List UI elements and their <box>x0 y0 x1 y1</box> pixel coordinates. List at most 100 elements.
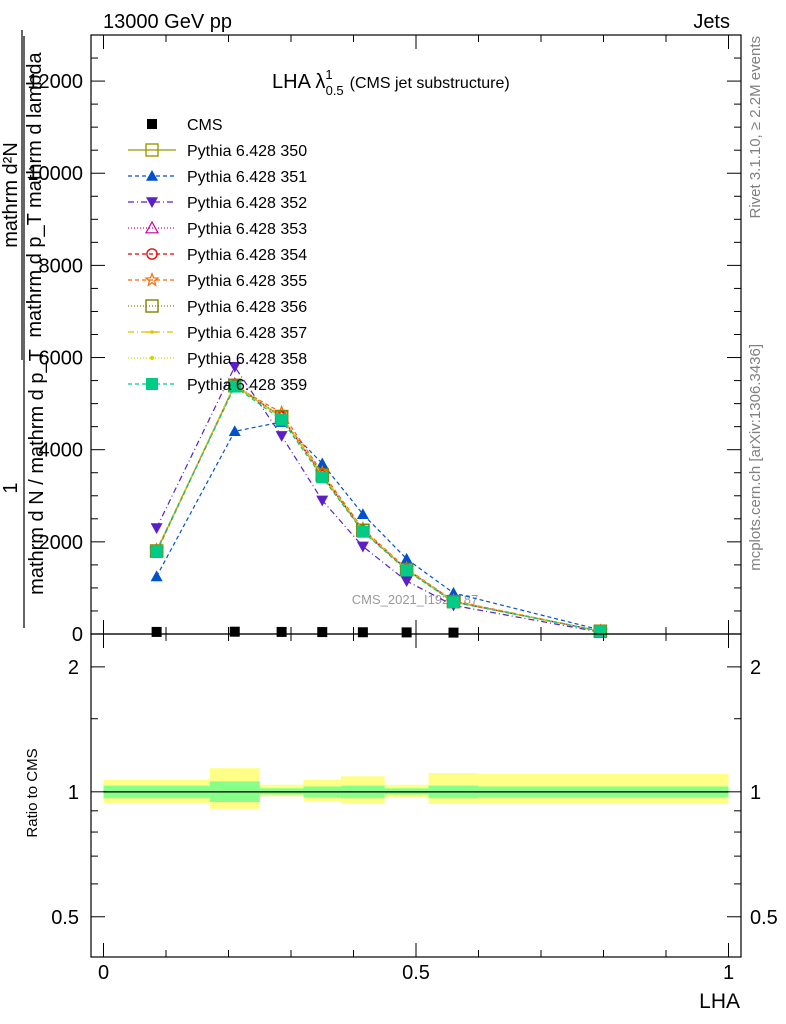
main-panel: 0 2000 4000 6000 8000 10000 12000 <box>27 34 741 646</box>
series-pythia-6-428-359 <box>150 380 607 638</box>
legend-entry: Pythia 6.428 351 <box>128 169 307 186</box>
main-ylabel: 1 mathrm d N / mathrm d p_T mathrm d²N m… <box>0 30 48 628</box>
legend: CMS Pythia 6.428 350 Pythia 6.428 351 Pythi… <box>128 117 307 394</box>
x-tick-label: 0 <box>98 962 109 984</box>
legend-label: Pythia 6.428 350 <box>187 143 307 160</box>
legend-entry: Pythia 6.428 356 <box>128 299 307 316</box>
y-tick-label: 0 <box>72 624 83 646</box>
legend-entry: Pythia 6.428 354 <box>128 247 307 264</box>
rivet-label: Rivet 3.1.10, ≥ 2.2M events <box>747 36 764 219</box>
ratio-ylabel: Ratio to CMS <box>24 748 41 837</box>
plot-title-superscript: 1 <box>325 67 332 82</box>
ratio-y-tick-label: 2 <box>68 657 79 679</box>
ratio-y-tick-label-right: 2 <box>750 657 761 679</box>
marker-triangle-down <box>316 495 329 507</box>
marker-triangle-down <box>400 576 413 588</box>
legend-entry: Pythia 6.428 355 <box>128 272 307 290</box>
marker-circle-open <box>146 248 158 260</box>
marker-square-open <box>145 143 159 157</box>
ylabel-denominator: mathrm d p_T mathrm d lambda <box>24 51 46 337</box>
marker-square <box>275 413 288 426</box>
legend-label: Pythia 6.428 351 <box>187 169 307 186</box>
marker-star-open <box>144 272 160 287</box>
legend-label: CMS <box>187 117 223 134</box>
marker-square <box>147 119 157 129</box>
header-left: 13000 GeV pp <box>103 11 232 33</box>
marker-dot <box>150 330 154 334</box>
series-line <box>156 384 601 632</box>
plot-title-note: (CMS jet substructure) <box>350 75 510 92</box>
legend-entry: Pythia 6.428 352 <box>128 195 307 212</box>
marker-triangle-up <box>228 425 241 437</box>
marker-triangle-up <box>356 508 369 519</box>
y-tick-label: 6000 <box>39 348 84 370</box>
marker-square <box>316 471 329 484</box>
series-layer <box>148 361 609 639</box>
ratio-y-tick-label: 0.5 <box>51 907 79 929</box>
header-right: Jets <box>693 11 730 33</box>
legend-entry: CMS <box>147 117 223 134</box>
mcplots-label: mcplots.cern.ch [arXiv:1306.3436] <box>747 344 764 571</box>
marker-square <box>400 564 413 577</box>
marker-square <box>448 627 459 638</box>
marker-triangle-down <box>356 541 369 553</box>
x-tick-label: 0.5 <box>402 962 430 984</box>
y-tick-label: 12000 <box>27 71 83 93</box>
marker-triangle-down <box>150 523 163 535</box>
legend-entry: Pythia 6.428 358 <box>128 351 307 368</box>
ratio-y-tick-label: 1 <box>68 782 79 804</box>
marker-square <box>146 378 158 390</box>
marker-square <box>150 545 163 558</box>
x-tick-label: 1 <box>723 962 734 984</box>
marker-square-open <box>145 299 159 313</box>
series-line <box>156 421 601 631</box>
marker-triangle-up <box>150 570 163 582</box>
marker-square <box>356 525 369 538</box>
plot-title: LHA λ1 0.5 (CMS jet substructure) <box>272 67 510 98</box>
marker-triangle-up <box>400 552 413 564</box>
x-axis-label: LHA <box>699 990 740 1013</box>
legend-label: Pythia 6.428 353 <box>187 221 307 238</box>
series-line <box>156 384 601 632</box>
plot-title-subscript: 0.5 <box>326 83 344 98</box>
ratio-y-tick-label-right: 0.5 <box>750 907 778 929</box>
marker-square <box>447 596 460 609</box>
legend-entry: Pythia 6.428 359 <box>128 377 307 394</box>
marker-triangle-up-open <box>144 220 160 234</box>
ratio-frame <box>90 633 742 958</box>
y-tick-label: 4000 <box>39 440 84 462</box>
ratio-panel: 0.5 0.5 1 1 2 2 0 0.5 1 <box>51 634 778 984</box>
marker-triangle-down <box>146 197 158 208</box>
marker-square <box>401 627 412 638</box>
marker-triangle-down <box>228 361 241 373</box>
marker-triangle-down <box>275 431 288 442</box>
y-tick-label: 2000 <box>39 532 84 554</box>
series-cms <box>151 626 459 638</box>
marker-square <box>357 627 368 638</box>
legend-label: Pythia 6.428 355 <box>187 273 307 290</box>
marker-triangle-up <box>146 170 158 181</box>
ratio-y-tick-label-right: 1 <box>750 782 761 804</box>
legend-entry: Pythia 6.428 353 <box>128 220 307 238</box>
legend-entry: Pythia 6.428 357 <box>128 325 307 342</box>
marker-square <box>228 380 241 393</box>
legend-entry: Pythia 6.428 350 <box>128 143 307 160</box>
marker-square <box>229 626 240 637</box>
legend-label: Pythia 6.428 354 <box>187 247 307 264</box>
marker-dash-dot <box>146 330 158 334</box>
ylabel-outer-numerator: 1 <box>0 482 22 493</box>
marker-square <box>276 626 287 637</box>
legend-label: Pythia 6.428 352 <box>187 195 307 212</box>
marker-square <box>594 625 607 638</box>
ylabel-outer-denominator: mathrm d N / mathrm d p_T <box>26 349 48 595</box>
marker-square <box>151 626 162 637</box>
series-line <box>156 385 601 632</box>
ylabel-numerator: mathrm d²N <box>0 142 22 248</box>
y-tick-label: 8000 <box>39 255 84 277</box>
y-tick-label: 10000 <box>27 163 83 185</box>
legend-label: Pythia 6.428 359 <box>187 377 307 394</box>
marker-square <box>317 627 328 638</box>
legend-label: Pythia 6.428 357 <box>187 325 307 342</box>
plot-title-main: LHA λ <box>272 71 325 93</box>
